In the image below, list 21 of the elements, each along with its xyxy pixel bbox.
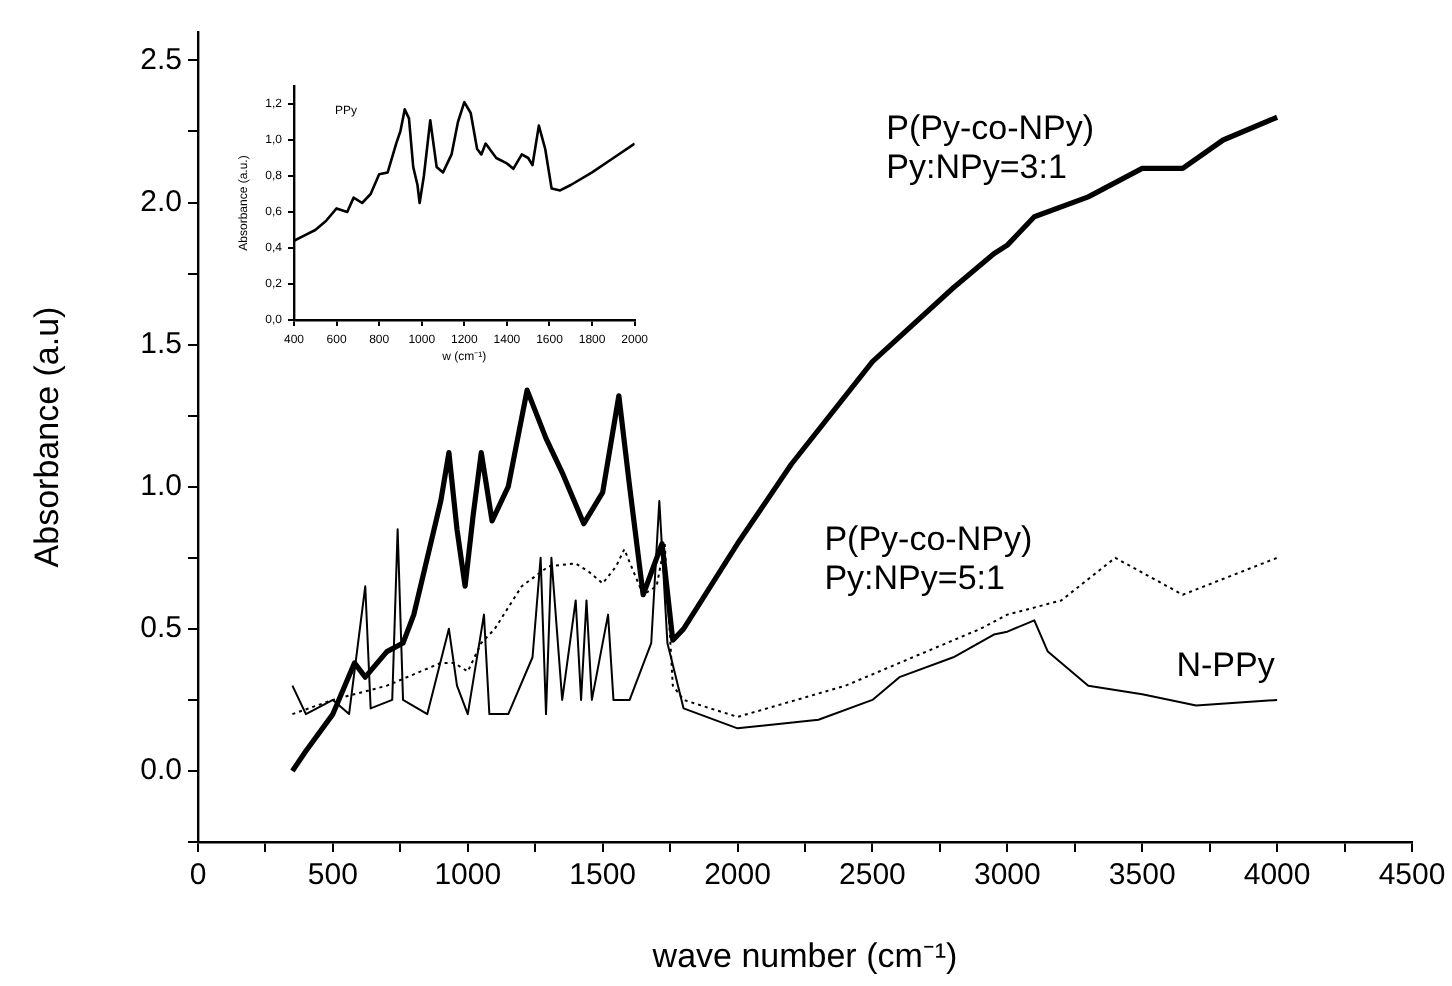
x-tick-label: 2000 xyxy=(704,858,771,893)
y-tick-label: 0.0 xyxy=(140,753,182,788)
y-tick-label: 2.5 xyxy=(140,42,182,77)
y-tick-label: 2.0 xyxy=(140,184,182,219)
y-axis-title: Absorbance (a.u) xyxy=(27,306,66,568)
y-tick-label: 0.5 xyxy=(140,611,182,646)
y-tick-label: 1.5 xyxy=(140,326,182,361)
y-tick-label: 1.0 xyxy=(140,469,182,504)
series-label: P(Py-co-NPy) Py:NPy=5:1 xyxy=(824,520,1033,598)
x-tick-label: 500 xyxy=(307,858,358,893)
x-tick-label: 3000 xyxy=(973,858,1041,893)
x-tick-label: 0 xyxy=(189,858,207,893)
x-tick-label: 3500 xyxy=(1108,858,1176,893)
x-axis-title: wave number (cm⁻¹) xyxy=(650,936,958,975)
x-tick-label: 1000 xyxy=(434,858,502,893)
x-tick-label: 1500 xyxy=(569,858,637,893)
series-label: N-PPy xyxy=(1176,646,1276,685)
x-tick-label: 4500 xyxy=(1378,858,1446,893)
x-tick-label: 4000 xyxy=(1243,858,1311,893)
x-tick-label: 2500 xyxy=(839,858,906,893)
series-label: P(Py-co-NPy) Py:NPy=3:1 xyxy=(886,108,1095,186)
